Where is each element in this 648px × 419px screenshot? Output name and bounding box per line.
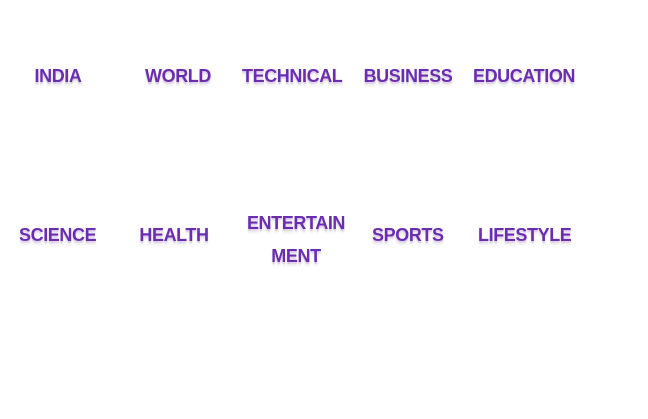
nav-link-entertainment[interactable]: ENTERTAIN MENT [244, 207, 348, 273]
nav-link-entertainment-line2: MENT [271, 246, 321, 266]
nav-link-india[interactable]: INDIA [34, 66, 82, 86]
nav-link-education[interactable]: EDUCATION [472, 66, 576, 86]
nav-link-business[interactable]: BUSINESS [363, 66, 453, 86]
nav-link-science[interactable]: SCIENCE [19, 225, 97, 245]
nav-link-sports[interactable]: SPORTS [372, 225, 444, 245]
nav-link-lifestyle[interactable]: LIFESTYLE [478, 225, 572, 245]
nav-link-health[interactable]: HEALTH [139, 225, 209, 245]
nav-link-technical[interactable]: TECHNICAL [242, 66, 343, 86]
nav-link-world[interactable]: WORLD [145, 66, 211, 86]
nav-link-entertainment-line1: ENTERTAIN [246, 213, 346, 233]
